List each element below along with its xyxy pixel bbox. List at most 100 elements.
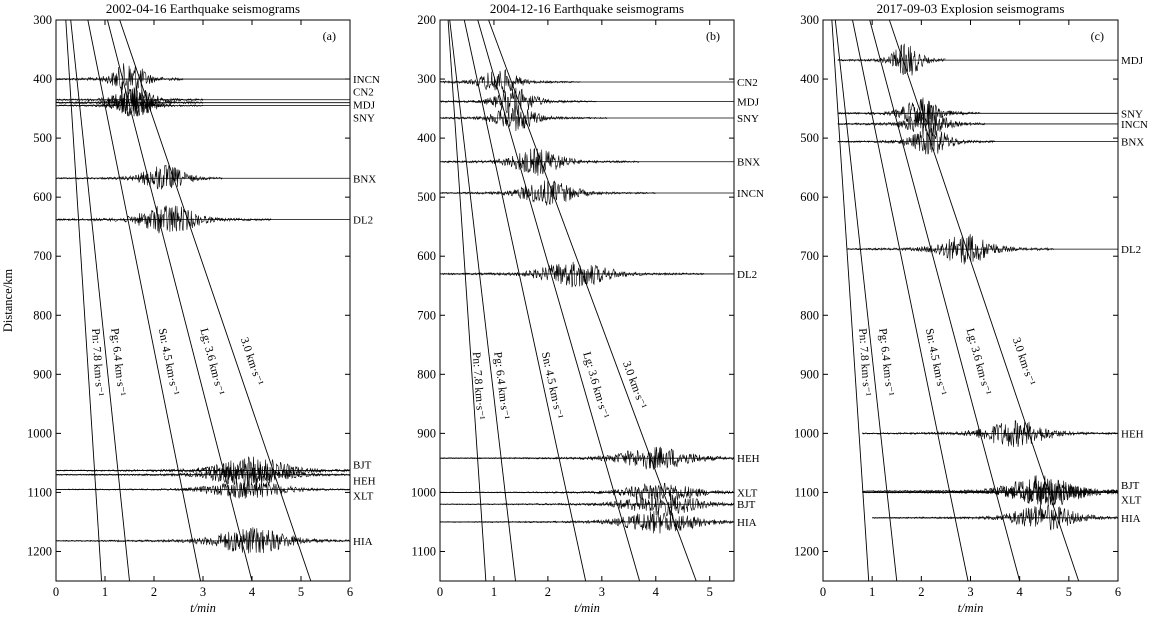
station-label: INCN — [1121, 119, 1148, 131]
panel-label: (c) — [1091, 29, 1104, 43]
station-label: SNY — [353, 113, 375, 125]
seismogram-trace — [862, 420, 1118, 448]
seismogram-trace — [440, 492, 734, 517]
seismogram-trace — [440, 482, 734, 501]
y-tick-label: 900 — [800, 367, 819, 381]
y-tick-label: 1100 — [794, 485, 819, 499]
y-tick-label: 300 — [800, 13, 819, 27]
station-label: CN2 — [737, 77, 758, 89]
station-label: HIA — [737, 517, 757, 529]
station-label: DL2 — [1121, 244, 1141, 256]
seismogram-trace — [440, 510, 734, 534]
velocity-label: Pg: 6.4 km·s⁻¹ — [108, 328, 127, 397]
y-tick-label: 1000 — [411, 485, 436, 499]
x-axis-label: t/min — [574, 601, 600, 615]
x-tick-label: 2 — [918, 585, 924, 599]
x-tick-label: 4 — [1017, 585, 1024, 599]
y-tick-label: 600 — [800, 190, 819, 204]
station-label: MDJ — [737, 96, 760, 108]
station-label: BJT — [1121, 480, 1140, 492]
station-label: HEH — [737, 453, 760, 465]
plot-frame — [822, 19, 1119, 582]
velocity-label: Pg: 6.4 km·s⁻¹ — [876, 328, 895, 397]
velocity-line — [852, 20, 969, 581]
panel-title: 2002-04-16 Earthquake seismograms — [106, 1, 300, 16]
x-tick-label: 3 — [967, 585, 973, 599]
x-axis-label: t/min — [958, 601, 984, 615]
velocity-label: Pn: 7.8 km·s⁻¹ — [89, 328, 105, 397]
station-label: HIA — [1121, 513, 1141, 525]
seismogram-trace — [56, 463, 350, 487]
seismogram-trace — [862, 478, 1118, 506]
chart-panel-b: 2004-12-16 Earthquake seismograms 200 300 4… — [411, 1, 764, 615]
station-label: BJT — [737, 499, 756, 511]
station-label: XLT — [1121, 494, 1142, 506]
y-tick-label: 800 — [417, 367, 436, 381]
seismogram-trace — [440, 69, 581, 94]
station-label: INCN — [353, 74, 380, 86]
seismogram-trace — [837, 109, 986, 139]
seismogram-trace — [440, 261, 705, 288]
x-axis-label: t/min — [190, 601, 216, 615]
y-tick-label: 700 — [33, 249, 52, 263]
velocity-line — [449, 20, 516, 581]
station-label: HEH — [353, 476, 376, 488]
traces — [56, 63, 350, 554]
seismogram-trace — [440, 446, 734, 470]
velocity-label: Sn: 4.5 km·s⁻¹ — [539, 351, 565, 421]
y-tick-label: 1200 — [794, 544, 819, 558]
velocity-line — [477, 20, 641, 581]
x-tick-label: 3 — [599, 585, 605, 599]
station-label: SNY — [737, 113, 759, 125]
x-tick-label: 0 — [820, 585, 826, 599]
y-axis-label: Distance/km — [1, 269, 15, 332]
chart-panel-c: 2017-09-03 Explosion seismograms30040050… — [794, 1, 1148, 615]
velocity-line — [447, 20, 487, 581]
traces — [440, 69, 734, 534]
seismogram-trace — [440, 147, 640, 176]
y-tick-label: 1100 — [27, 485, 52, 499]
x-tick-label: 1 — [869, 585, 875, 599]
y-tick-label: 1200 — [27, 544, 52, 558]
seismogram-trace — [56, 456, 350, 485]
y-tick-label: 300 — [417, 72, 436, 86]
station-label: MDJ — [1121, 55, 1144, 67]
y-tick-label: 1000 — [27, 426, 52, 440]
x-tick-label: 0 — [53, 585, 59, 599]
y-tick-label: 400 — [417, 131, 436, 145]
velocity-label: 3.0 km·s⁻¹ — [620, 360, 649, 411]
velocity-lines — [447, 20, 697, 581]
y-tick-label: 900 — [417, 426, 436, 440]
velocity-line — [65, 20, 103, 581]
velocity-label: 3.0 km·s⁻¹ — [1010, 336, 1037, 388]
y-tick-label: 400 — [33, 72, 52, 86]
panel-title: 2004-12-16 Earthquake seismograms — [490, 1, 684, 16]
seismogram-trace — [56, 164, 223, 190]
station-label: BNX — [353, 173, 376, 185]
station-label: CN2 — [353, 87, 374, 99]
plot-frame — [439, 19, 735, 582]
seismogram-trace — [837, 43, 946, 76]
y-tick-label: 500 — [417, 190, 436, 204]
y-tick-label: 500 — [33, 131, 52, 145]
station-label: BNX — [737, 157, 760, 169]
seismogram-trace — [440, 180, 656, 206]
velocity-label: Sn: 4.5 km·s⁻¹ — [923, 327, 949, 397]
velocity-label: Lg: 3.6 km·s⁻¹ — [580, 351, 611, 421]
velocity-label: Pg: 6.4 km·s⁻¹ — [491, 351, 511, 420]
x-tick-label: 1 — [102, 585, 108, 599]
seismogram-trace — [56, 480, 350, 499]
y-tick-label: 1100 — [411, 544, 436, 558]
panel-title: 2017-09-03 Explosion seismograms — [877, 1, 1065, 16]
y-tick-label: 200 — [417, 13, 436, 27]
velocity-line — [831, 20, 870, 581]
station-label: HIA — [353, 536, 373, 548]
x-tick-label: 3 — [200, 585, 206, 599]
panel-label: (b) — [706, 29, 720, 43]
x-tick-label: 6 — [1115, 585, 1121, 599]
seismogram-trace — [862, 475, 1118, 507]
velocity-line — [869, 20, 1021, 581]
velocity-line — [463, 20, 587, 581]
velocity-line — [70, 20, 130, 581]
x-tick-label: 2 — [151, 585, 157, 599]
